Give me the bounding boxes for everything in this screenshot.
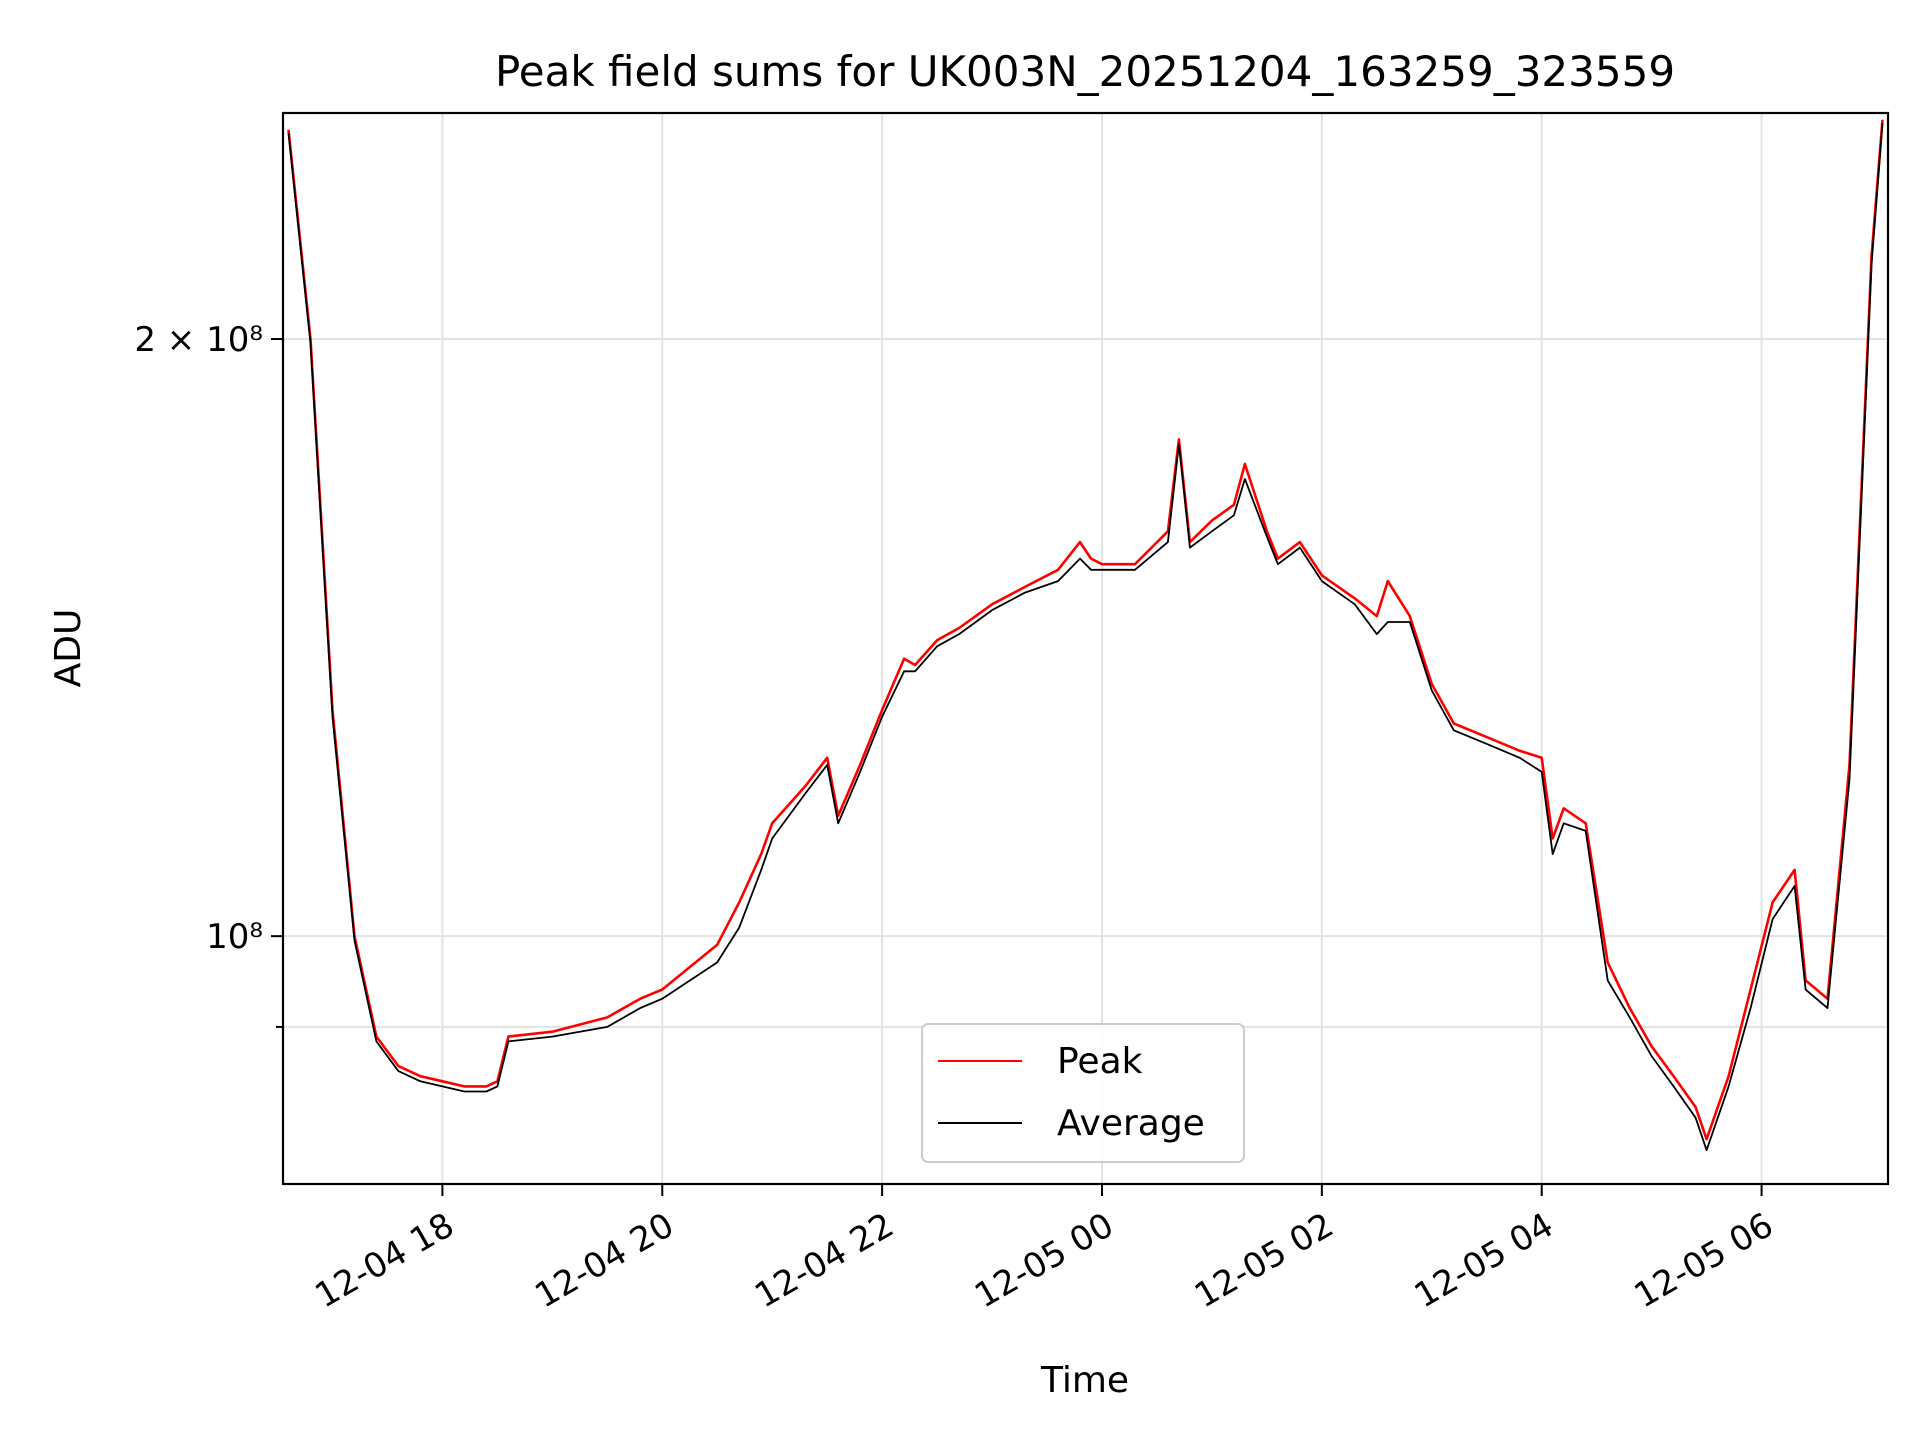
series-line-peak [287, 119, 1884, 1141]
y-axis-label: ADU [48, 609, 89, 688]
legend: Peak Average [921, 1023, 1245, 1163]
series-lines [287, 119, 1884, 1152]
y-tick-label: 10⁸ [206, 917, 263, 957]
legend-box [921, 1023, 1245, 1163]
plot-frame [281, 111, 1890, 1186]
series-line-average [287, 122, 1884, 1152]
gridlines [283, 113, 1888, 1184]
legend-average-label: Average [1057, 1103, 1205, 1144]
x-axis-label: Time [1040, 1360, 1129, 1401]
legend-peak-label: Peak [1057, 1041, 1143, 1082]
y-tick-label: 2 × 10⁸ [134, 320, 263, 360]
chart-title: Peak field sums for UK003N_20251204_1632… [495, 47, 1675, 96]
